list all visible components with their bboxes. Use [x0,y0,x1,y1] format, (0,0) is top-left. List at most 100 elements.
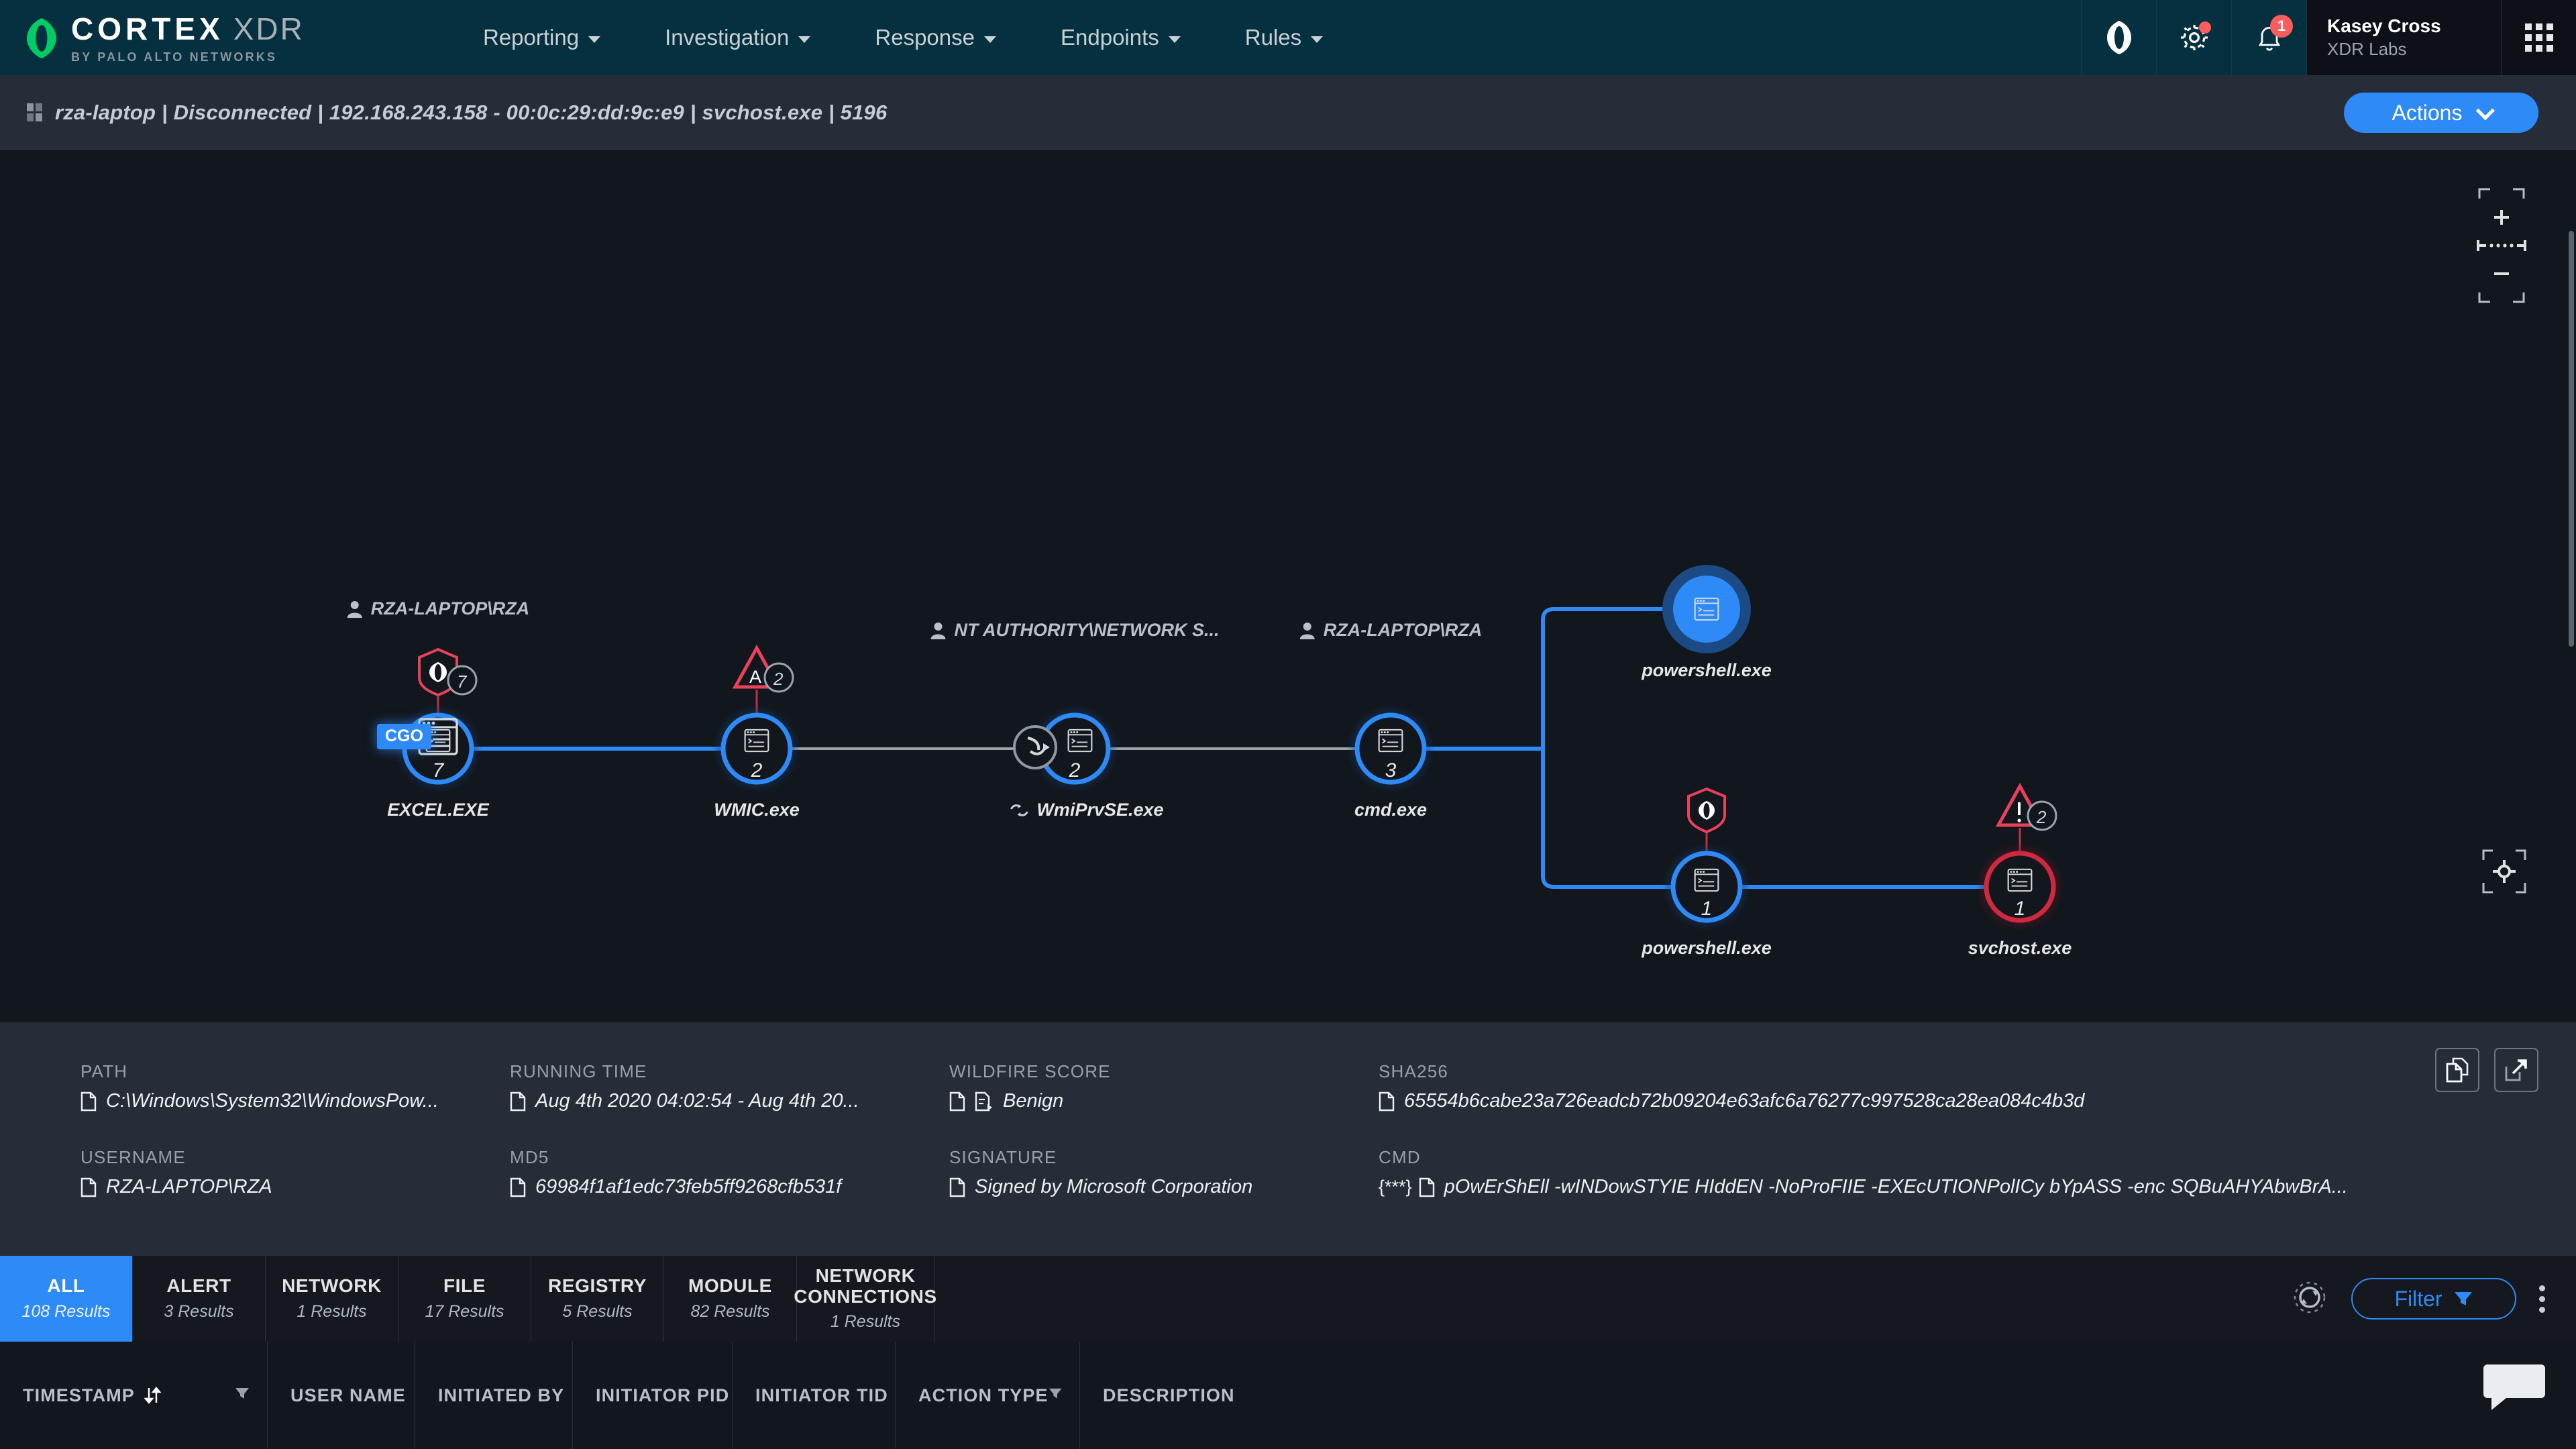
zoom-control[interactable] [2475,185,2528,306]
support-chat-button[interactable] [2482,1362,2546,1411]
details-action-icons [2435,1048,2538,1092]
tab-label: NETWORK [282,1275,382,1297]
tab-result-count: 82 Results [690,1301,770,1321]
graph-node-label-svchost[interactable]: svchost.exe [1968,938,2072,958]
detail-md5: MD5 69984f1af1edc73feb5ff9268cfb531f [510,1147,939,1198]
detail-label: RUNNING TIME [510,1061,647,1081]
copy-icon[interactable] [949,1177,965,1197]
user-menu[interactable]: Kasey Cross XDR Labs [2306,0,2501,75]
tab-alert[interactable]: ALERT 3 Results [133,1256,266,1342]
nav-item-investigation[interactable]: Investigation [665,25,811,50]
graph-node-label-wmic[interactable]: WMIC.exe [714,800,800,820]
detail-value-row: 65554b6cabe23a726eadcb72b09204e63afc6a76… [1379,1090,2351,1112]
table-more-menu[interactable] [2539,1285,2545,1313]
cgo-tag[interactable]: CGO [377,724,431,749]
copy-icon[interactable] [510,1091,526,1112]
copy-icon[interactable] [510,1177,526,1197]
brand-tagline: BY PALO ALTO NETWORKS [71,50,278,64]
column-header-initiator-pid[interactable]: INITIATOR PID [573,1342,733,1449]
copy-icon[interactable] [1379,1091,1395,1112]
chevron-down-icon [1311,36,1324,43]
graph-badge-count-wmic: 2 [773,669,784,689]
column-filter-icon[interactable] [1049,1387,1062,1404]
app-switcher-button[interactable] [2501,0,2576,75]
filter-button-label: Filter [2394,1286,2443,1311]
detail-label: USERNAME [80,1147,186,1167]
zoom-slider [2477,240,2526,251]
nav-item-reporting[interactable]: Reporting [483,25,601,50]
graph-node-label-text: WmiPrvSE.exe [1036,800,1164,820]
graph-node-label-powershell-bottom[interactable]: powershell.exe [1642,938,1772,958]
graph-node-user-wmiprvse: NT AUTHORITY\NETWORK S... [930,620,1219,641]
detail-value: pOwErShEll -wINDowSTYIE HIddEN -NoProFII… [1444,1176,2348,1197]
breadcrumb: rza-laptop | Disconnected | 192.168.243.… [55,101,888,124]
nav-item-endpoints[interactable]: Endpoints [1061,25,1181,50]
brand-name: CORTEX [71,11,224,46]
copy-icon[interactable] [80,1091,97,1112]
process-tree-canvas[interactable]: 7 2 A 2 [0,150,2576,1022]
graph-node-label-cmd[interactable]: cmd.exe [1354,800,1428,820]
refresh-button[interactable] [2291,1279,2328,1320]
detail-value-row: C:\Windows\System32\WindowsPow... [80,1090,510,1112]
user-org: XDR Labs [2327,39,2407,59]
cortex-assistant-button[interactable] [2081,0,2156,75]
column-filter-icon[interactable] [235,1387,250,1404]
graph-node-powershell-top [1662,565,1751,653]
copy-details-button[interactable] [2435,1048,2479,1092]
settings-button[interactable] [2156,0,2231,75]
detail-label: CMD [1379,1147,1421,1167]
column-header-timestamp[interactable]: TIMESTAMP [0,1342,268,1449]
nav-item-response[interactable]: Response [875,25,996,50]
nav-item-rules[interactable]: Rules [1245,25,1324,50]
copy-icon[interactable] [80,1177,97,1197]
tab-registry[interactable]: REGISTRY 5 Results [531,1256,664,1342]
canvas-vertical-scrollbar[interactable] [2567,150,2576,1022]
brand-logo[interactable]: CORTEX XDR BY PALO ALTO NETWORKS [0,11,470,64]
actions-button-label: Actions [2392,100,2463,125]
copy-icon[interactable] [1419,1177,1435,1197]
chat-bubble-icon [2483,1364,2545,1410]
detail-label: MD5 [510,1147,549,1167]
zoom-in-icon [2494,210,2509,225]
graph-node-label-wmiprvse[interactable]: WmiPrvSE.exe [1010,800,1164,822]
tab-module[interactable]: MODULE 82 Results [664,1256,797,1342]
chevron-down-icon [984,36,996,43]
graph-node-label-excel[interactable]: EXCEL.EXE [387,800,489,820]
detail-value-row: {***} pOwErShEll -wINDowSTYIE HIddEN -No… [1379,1176,2365,1198]
tab-file[interactable]: FILE 17 Results [398,1256,531,1342]
scrollbar-thumb[interactable] [2569,231,2574,647]
column-label: INITIATOR TID [755,1385,888,1405]
filter-button[interactable]: Filter [2351,1278,2516,1320]
tab-network[interactable]: NETWORK 1 Results [266,1256,398,1342]
recenter-graph-button[interactable] [2481,848,2528,895]
user-label: RZA-LAPTOP\RZA [370,598,530,619]
detail-label: SIGNATURE [949,1147,1057,1167]
detail-value: C:\Windows\System32\WindowsPow... [106,1090,439,1112]
open-external-button[interactable] [2494,1048,2538,1092]
user-label: RZA-LAPTOP\RZA [1323,620,1483,640]
tab-network-connections[interactable]: NETWORK CONNECTIONS 1 Results [794,1256,936,1342]
svg-text:2: 2 [751,759,763,782]
graph-badge-shield-excel [418,647,478,697]
tab-all[interactable]: ALL 108 Results [0,1256,133,1342]
copy-icon[interactable] [949,1091,965,1112]
detail-username: USERNAME RZA-LAPTOP\RZA [80,1147,510,1198]
sort-icon[interactable] [144,1385,162,1405]
svg-text:1: 1 [1701,898,1713,920]
column-header-initiator-tid[interactable]: INITIATOR TID [733,1342,896,1449]
column-header-user-name[interactable]: USER NAME [268,1342,415,1449]
tab-result-count: 17 Results [425,1301,504,1321]
actions-button[interactable]: Actions [2344,93,2538,133]
column-header-initiated-by[interactable]: INITIATED BY [415,1342,573,1449]
report-icon[interactable] [975,1091,994,1112]
column-header-action-type[interactable]: ACTION TYPE [896,1342,1080,1449]
event-category-tabs: ALL 108 Results ALERT 3 Results NETWORK … [0,1256,2576,1342]
column-header-description[interactable]: DESCRIPTION [1080,1342,1724,1449]
graph-badge-alert-svchost [1995,782,2057,831]
tab-label: ALERT [166,1275,231,1297]
notifications-button[interactable]: 1 [2231,0,2306,75]
tab-label: REGISTRY [548,1275,647,1297]
tab-result-count: 108 Results [21,1301,111,1321]
tab-result-count: 3 Results [164,1301,234,1321]
graph-node-label-powershell-top[interactable]: powershell.exe [1642,660,1772,680]
